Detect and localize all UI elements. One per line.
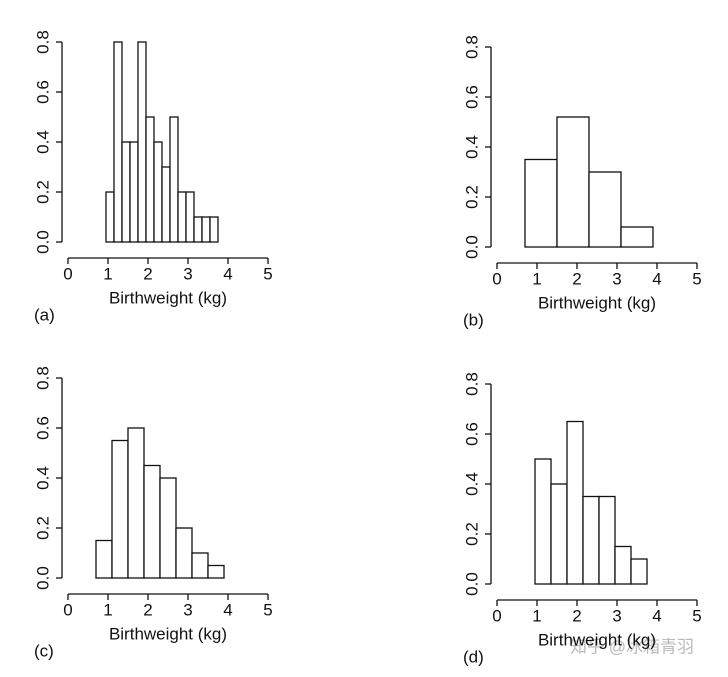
x-axis-title: Birthweight (kg) bbox=[109, 624, 227, 643]
bar bbox=[169, 116, 179, 243]
x-axis-title: Birthweight (kg) bbox=[538, 630, 656, 649]
y-tick-label: 0.2 bbox=[462, 522, 481, 546]
x-axis-title: Birthweight (kg) bbox=[538, 293, 656, 312]
x-tick-label: 2 bbox=[143, 600, 152, 619]
y-tick-label: 0.8 bbox=[462, 35, 481, 59]
y-tick-label: 0.6 bbox=[462, 85, 481, 109]
bar bbox=[550, 483, 568, 585]
bar bbox=[209, 216, 219, 243]
x-tick-label: 4 bbox=[652, 606, 661, 625]
x-tick-label: 3 bbox=[612, 269, 621, 288]
x-tick-label: 2 bbox=[572, 606, 581, 625]
bar bbox=[137, 41, 147, 243]
bar bbox=[185, 191, 195, 243]
y-tick-label: 0.6 bbox=[462, 422, 481, 446]
y-tick-label: 0.4 bbox=[462, 472, 481, 496]
bar bbox=[105, 191, 115, 243]
x-tick-label: 0 bbox=[492, 269, 501, 288]
y-tick-label: 0.0 bbox=[33, 230, 52, 254]
x-tick-label: 0 bbox=[63, 600, 72, 619]
x-tick-label: 0 bbox=[492, 606, 501, 625]
bar bbox=[207, 564, 225, 579]
bar bbox=[177, 191, 187, 243]
bar bbox=[129, 141, 139, 243]
bar bbox=[598, 495, 616, 585]
panel-label: (d) bbox=[463, 647, 484, 666]
x-tick-label: 2 bbox=[572, 269, 581, 288]
bar bbox=[127, 427, 145, 579]
bar bbox=[630, 558, 648, 585]
y-tick-label: 0.4 bbox=[462, 135, 481, 159]
y-tick-label: 0.2 bbox=[33, 180, 52, 204]
bar bbox=[201, 216, 211, 243]
x-tick-label: 3 bbox=[183, 264, 192, 283]
x-tick-label: 1 bbox=[103, 264, 112, 283]
panel-label: (b) bbox=[463, 310, 484, 329]
x-tick-label: 1 bbox=[532, 606, 541, 625]
bar bbox=[159, 477, 177, 579]
y-tick-label: 0.2 bbox=[462, 185, 481, 209]
x-tick-label: 1 bbox=[103, 600, 112, 619]
x-tick-label: 5 bbox=[692, 269, 701, 288]
x-tick-label: 3 bbox=[612, 606, 621, 625]
y-tick-label: 0.0 bbox=[33, 566, 52, 590]
bar bbox=[145, 116, 155, 243]
y-tick-label: 0.8 bbox=[462, 372, 481, 396]
y-tick-label: 0.0 bbox=[462, 572, 481, 596]
x-tick-label: 4 bbox=[223, 264, 232, 283]
y-tick-label: 0.6 bbox=[33, 416, 52, 440]
bar bbox=[566, 420, 584, 585]
x-tick-label: 4 bbox=[223, 600, 232, 619]
bar bbox=[620, 226, 654, 248]
y-tick-label: 0.8 bbox=[33, 366, 52, 390]
bar bbox=[113, 41, 123, 243]
bar bbox=[111, 439, 129, 579]
y-tick-label: 0.4 bbox=[33, 466, 52, 490]
x-tick-label: 5 bbox=[692, 606, 701, 625]
bar bbox=[614, 545, 632, 585]
bar bbox=[121, 141, 131, 243]
x-tick-label: 3 bbox=[183, 600, 192, 619]
x-axis-title: Birthweight (kg) bbox=[109, 288, 227, 307]
bar bbox=[153, 141, 163, 243]
bar bbox=[161, 166, 171, 243]
bar bbox=[175, 527, 193, 579]
bar bbox=[95, 539, 113, 579]
bar bbox=[556, 116, 590, 248]
y-tick-label: 0.2 bbox=[33, 516, 52, 540]
x-tick-label: 4 bbox=[652, 269, 661, 288]
y-tick-label: 0.0 bbox=[462, 235, 481, 259]
panel-label: (a) bbox=[34, 305, 55, 324]
y-tick-label: 0.8 bbox=[33, 30, 52, 54]
y-tick-label: 0.4 bbox=[33, 130, 52, 154]
bar bbox=[191, 552, 209, 579]
bar bbox=[534, 458, 552, 585]
bar bbox=[582, 495, 600, 585]
y-tick-label: 0.6 bbox=[33, 80, 52, 104]
bar bbox=[143, 464, 161, 579]
panel-label: (c) bbox=[34, 641, 54, 660]
x-tick-label: 0 bbox=[63, 264, 72, 283]
x-tick-label: 5 bbox=[263, 264, 272, 283]
x-tick-label: 5 bbox=[263, 600, 272, 619]
bar bbox=[193, 216, 203, 243]
x-tick-label: 1 bbox=[532, 269, 541, 288]
bar bbox=[524, 158, 558, 248]
bar bbox=[588, 171, 622, 248]
x-tick-label: 2 bbox=[143, 264, 152, 283]
watermark: 知乎 @冰箱青羽 bbox=[570, 637, 694, 656]
